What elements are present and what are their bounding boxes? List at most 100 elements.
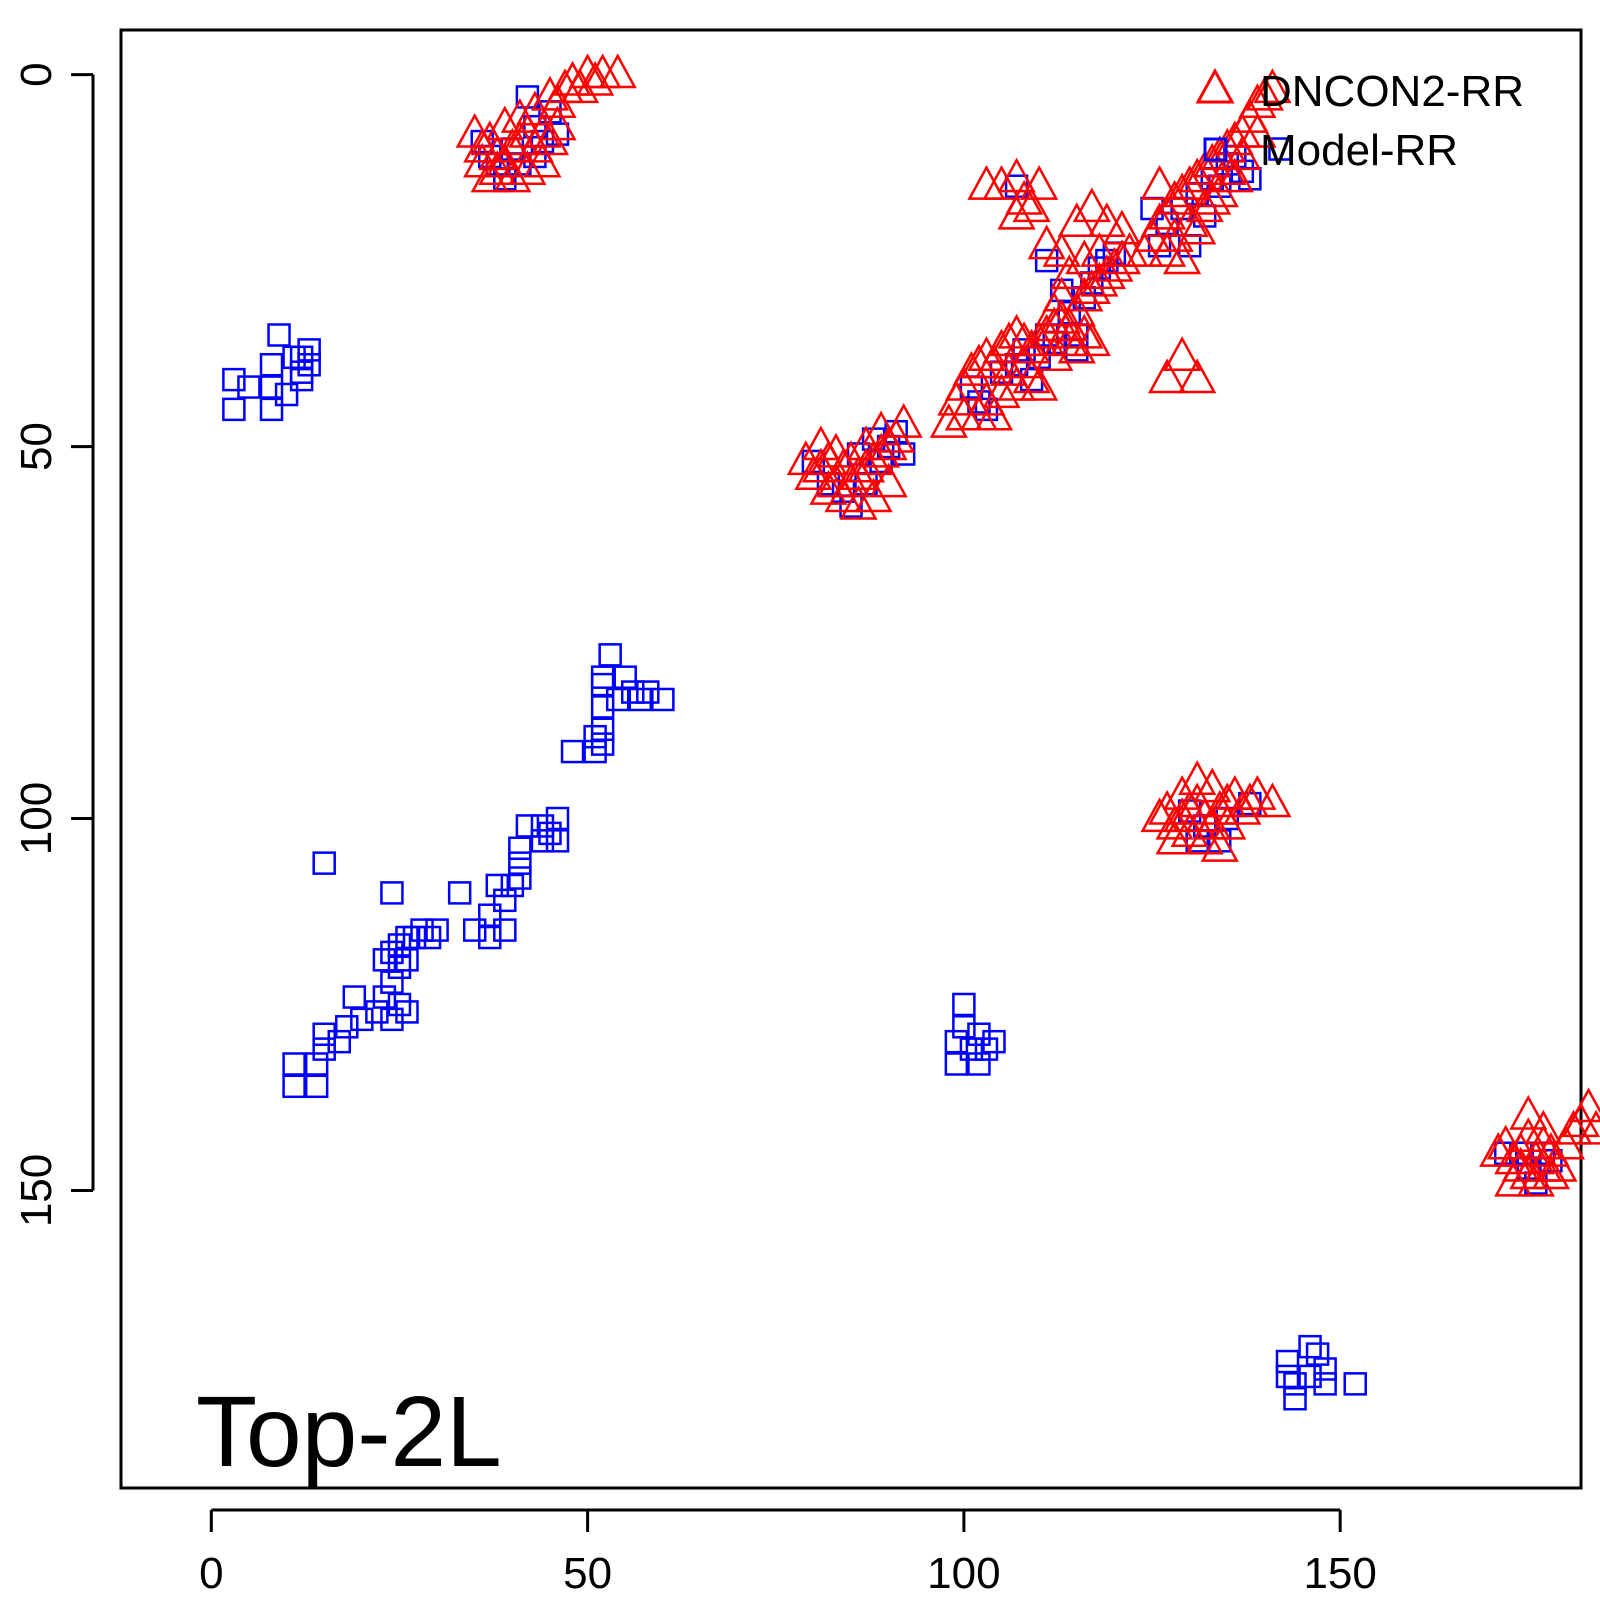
dncon2-rr-point [515,127,555,163]
y-tick-label: 50 [12,422,61,471]
dncon2-rr-point [1102,209,1142,245]
dncon2-rr-point [576,60,615,96]
model-rr-point [493,918,517,942]
model-rr-point [636,680,660,704]
model-rr-point [425,918,449,942]
dncon2-rr-point [1140,202,1179,238]
model-rr-point [395,1000,419,1024]
dncon2-rr-point [463,127,502,163]
model-rr-point [515,814,540,838]
model-rr-point [605,687,630,712]
dncon2-rr-point [1509,1154,1548,1190]
dncon2-rr-point [997,157,1036,193]
model-rr-point [222,367,246,392]
model-rr-point [365,1000,389,1024]
dncon2-rr-point [1253,68,1292,104]
dncon2-rr-point [1147,358,1187,394]
dncon2-rr-point [1087,202,1126,238]
model-rr-point [387,933,412,957]
model-rr-point [944,1029,969,1054]
model-rr-point [651,687,675,712]
dncon2-rr-point [485,105,524,141]
model-rr-point [402,925,427,950]
dncon2-rr-point [1072,187,1111,223]
model-rr-point [530,129,555,154]
dncon2-rr-point [1163,239,1202,275]
model-rr-point [1313,1372,1337,1396]
model-rr-point [410,918,434,942]
model-rr-point [380,1007,404,1032]
dncon2-rr-point [869,462,908,498]
model-rr-point [282,345,306,370]
model-rr-point [583,739,607,764]
y-tick-label: 0 [12,62,61,86]
series-model-rr [222,85,1563,1411]
model-rr-point [590,732,615,756]
dncon2-rr-point [1531,1154,1571,1190]
legend: DNCON2-RR Model-RR [1195,67,1524,175]
dncon2-rr-point [989,350,1029,386]
model-rr-point [967,1052,991,1076]
dncon2-rr-point [598,53,637,89]
dncon2-rr-point [1208,804,1247,840]
model-rr-point [1313,1357,1337,1381]
model-rr-point [312,1037,336,1061]
model-rr-point [222,397,246,422]
model-rr-point [891,442,916,466]
dncon2-rr-point [1230,782,1269,818]
dncon2-rr-point [1147,231,1187,267]
dncon2-rr-point [1238,112,1277,148]
legend-marker-model-rr [1203,137,1228,162]
dncon2-rr-point [861,410,901,446]
dncon2-rr-point [1170,812,1209,848]
dncon2-rr-point [1178,209,1217,245]
model-rr-point [417,925,442,950]
dncon2-rr-point [1102,239,1142,275]
model-rr-point [1012,338,1036,362]
model-rr-point [289,367,314,392]
model-rr-point [1298,1334,1322,1359]
model-rr-point [387,955,412,980]
plot-frame [119,28,1583,1490]
model-rr-point [1268,137,1292,161]
dncon2-rr-point [809,470,848,505]
dncon2-rr-point [1050,321,1089,357]
dncon2-rr-point [1494,1161,1533,1197]
model-rr-point [545,806,570,831]
model-rr-point [1034,248,1059,273]
dncon2-rr-point [1509,1094,1548,1130]
model-rr-point [282,1052,306,1076]
model-rr-point [560,739,585,764]
model-rr-point [372,948,397,972]
model-rr-point [613,665,637,689]
model-rr-point [312,1022,336,1046]
dncon2-rr-point [1509,1117,1548,1153]
dncon2-rr-point [1200,827,1239,862]
model-rr-point [267,323,291,347]
legend-marker-dncon2-rr [1195,67,1235,104]
dncon2-rr-point [1245,75,1285,111]
dncon2-rr-point [944,395,983,431]
model-rr-point [523,114,547,139]
legend-label-dncon2-rr: DNCON2-RR [1260,67,1524,116]
model-rr-point [530,829,555,853]
dncon2-rr-point [1072,321,1111,357]
dncon2-rr-point [1193,767,1232,803]
data-marks [222,53,1600,1411]
model-rr-point [335,1015,359,1039]
dncon2-rr-point [1020,165,1059,200]
model-rr-point [485,873,510,898]
dncon2-rr-point [530,120,570,156]
model-rr-point [387,992,412,1017]
dncon2-rr-point [508,150,547,185]
model-rr-point [395,925,419,950]
dncon2-rr-point [1004,343,1044,379]
dncon2-rr-point [1140,797,1179,833]
dncon2-rr-point [982,373,1021,409]
dncon2-rr-point [1027,224,1066,260]
dncon2-rr-point [1524,1109,1563,1145]
dncon2-rr-point [1042,298,1081,334]
model-rr-point [462,918,487,942]
model-rr-point [590,695,615,719]
